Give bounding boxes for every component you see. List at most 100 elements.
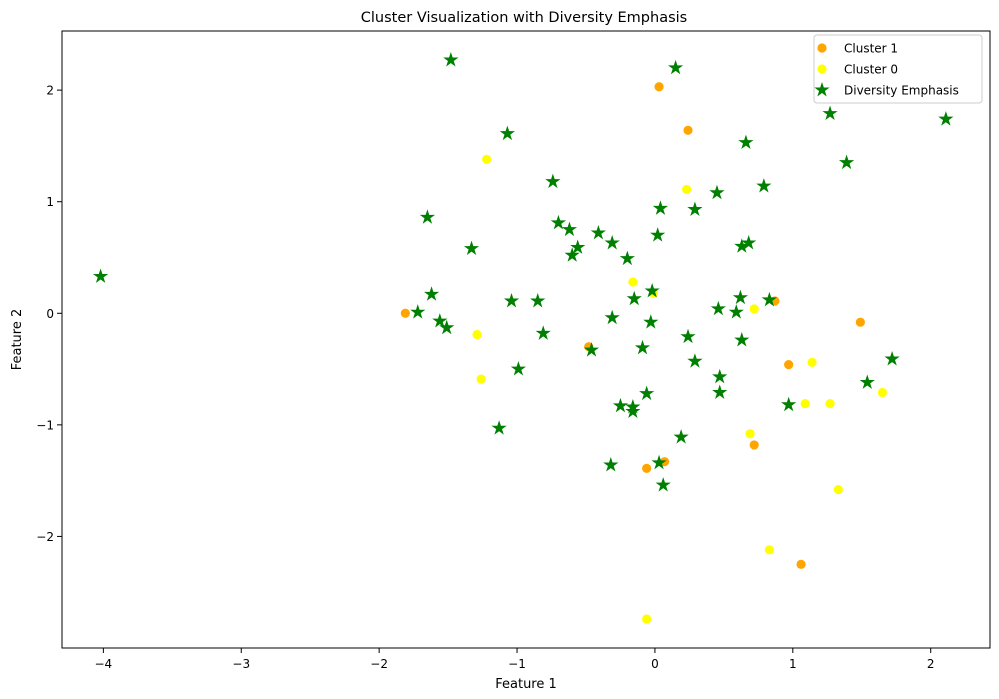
data-point-star [822, 105, 838, 121]
y-tick-label: 2 [46, 84, 54, 98]
data-point [877, 387, 888, 398]
data-point-star [561, 221, 578, 237]
data-point [642, 614, 652, 624]
data-point-star [712, 368, 728, 384]
x-tick-label: 0 [651, 657, 659, 671]
x-tick-label: −2 [370, 657, 388, 671]
y-tick-label: 1 [46, 195, 54, 209]
data-point [628, 277, 638, 287]
data-point-star [604, 234, 620, 250]
data-point-star [93, 268, 109, 283]
data-point [749, 304, 759, 314]
points-layer [93, 52, 954, 624]
data-point-star [419, 209, 436, 224]
x-axis-label: Feature 1 [495, 677, 557, 692]
data-point [764, 545, 774, 555]
data-point-star [432, 313, 448, 328]
data-point [683, 125, 693, 135]
chart-title: Cluster Visualization with Diversity Emp… [361, 10, 687, 26]
data-point [833, 484, 843, 495]
legend-star-icon [814, 82, 830, 97]
y-tick-label: 0 [46, 307, 54, 321]
data-point-star [652, 200, 669, 215]
data-point-star [838, 154, 855, 170]
y-tick-label: −2 [36, 530, 54, 544]
data-point-star [732, 289, 749, 305]
legend-dot-icon [817, 64, 827, 74]
data-point-star [619, 250, 635, 266]
data-point-star [443, 52, 459, 67]
x-tick-label: 2 [927, 657, 935, 671]
data-point-star [673, 429, 689, 444]
data-point-star [781, 396, 797, 412]
data-point-star [687, 353, 703, 368]
data-point-star [550, 214, 567, 230]
data-point [654, 82, 664, 92]
x-tick-label: −4 [95, 657, 113, 671]
axes-layer: −4 −3 −2 −1 0 1 2 −2 −1 0 1 2 [36, 84, 934, 671]
data-point [800, 399, 810, 409]
data-point-star [410, 304, 426, 319]
data-point [745, 429, 755, 439]
x-tick-label: −1 [508, 657, 526, 671]
data-point [784, 360, 794, 370]
data-point-star [625, 403, 641, 418]
data-point-star [710, 300, 726, 316]
data-point-star [938, 111, 954, 126]
data-point-star [499, 125, 515, 141]
data-point-star [491, 420, 507, 435]
data-point-star [738, 134, 754, 150]
legend-label: Cluster 1 [844, 42, 898, 56]
data-point-star [503, 293, 520, 308]
data-point-star [651, 454, 667, 470]
data-point [682, 184, 692, 195]
data-point-star [583, 342, 600, 357]
data-point-star [634, 339, 651, 355]
data-point [807, 357, 817, 367]
data-point [472, 329, 482, 340]
data-point-star [535, 325, 551, 340]
data-point-star [687, 201, 703, 216]
data-point-star [668, 59, 684, 75]
legend-label: Diversity Emphasis [844, 84, 959, 98]
data-point [825, 399, 835, 409]
data-point-star [570, 239, 586, 254]
data-point-star [734, 332, 750, 347]
legend-label: Cluster 0 [844, 63, 898, 77]
data-point-star [626, 290, 642, 306]
y-axis-label: Feature 2 [10, 309, 25, 371]
data-point-star [884, 351, 900, 366]
data-point-star [604, 309, 620, 325]
data-point-star [643, 314, 659, 329]
data-point [642, 463, 652, 473]
data-point [749, 440, 759, 450]
data-point-star [603, 457, 619, 472]
y-tick-label: −1 [36, 418, 54, 432]
data-point-star [423, 286, 440, 301]
data-point-star [709, 184, 725, 200]
legend-frame [813, 34, 983, 104]
data-point [796, 559, 806, 569]
data-point-star [564, 247, 580, 262]
data-point-star [761, 291, 777, 307]
data-point-star [530, 293, 546, 308]
x-tick-label: 1 [789, 657, 797, 671]
data-point-star [510, 361, 527, 376]
data-point-star [612, 397, 629, 413]
data-point-star [439, 319, 455, 335]
data-point-star [712, 384, 728, 399]
data-point-star [756, 178, 772, 193]
data-point-star [859, 374, 875, 389]
plot-area-frame [61, 30, 991, 649]
data-point-star [741, 234, 757, 250]
data-point-star [680, 328, 696, 344]
data-point-star [639, 385, 655, 401]
data-point-star [734, 238, 750, 253]
data-point-star [655, 477, 671, 492]
data-point-star [728, 304, 744, 319]
legend: Cluster 1 Cluster 0 Diversity Emphasis [813, 34, 983, 104]
data-point [476, 374, 486, 384]
data-point [400, 308, 410, 318]
x-tick-label: −3 [232, 657, 250, 671]
